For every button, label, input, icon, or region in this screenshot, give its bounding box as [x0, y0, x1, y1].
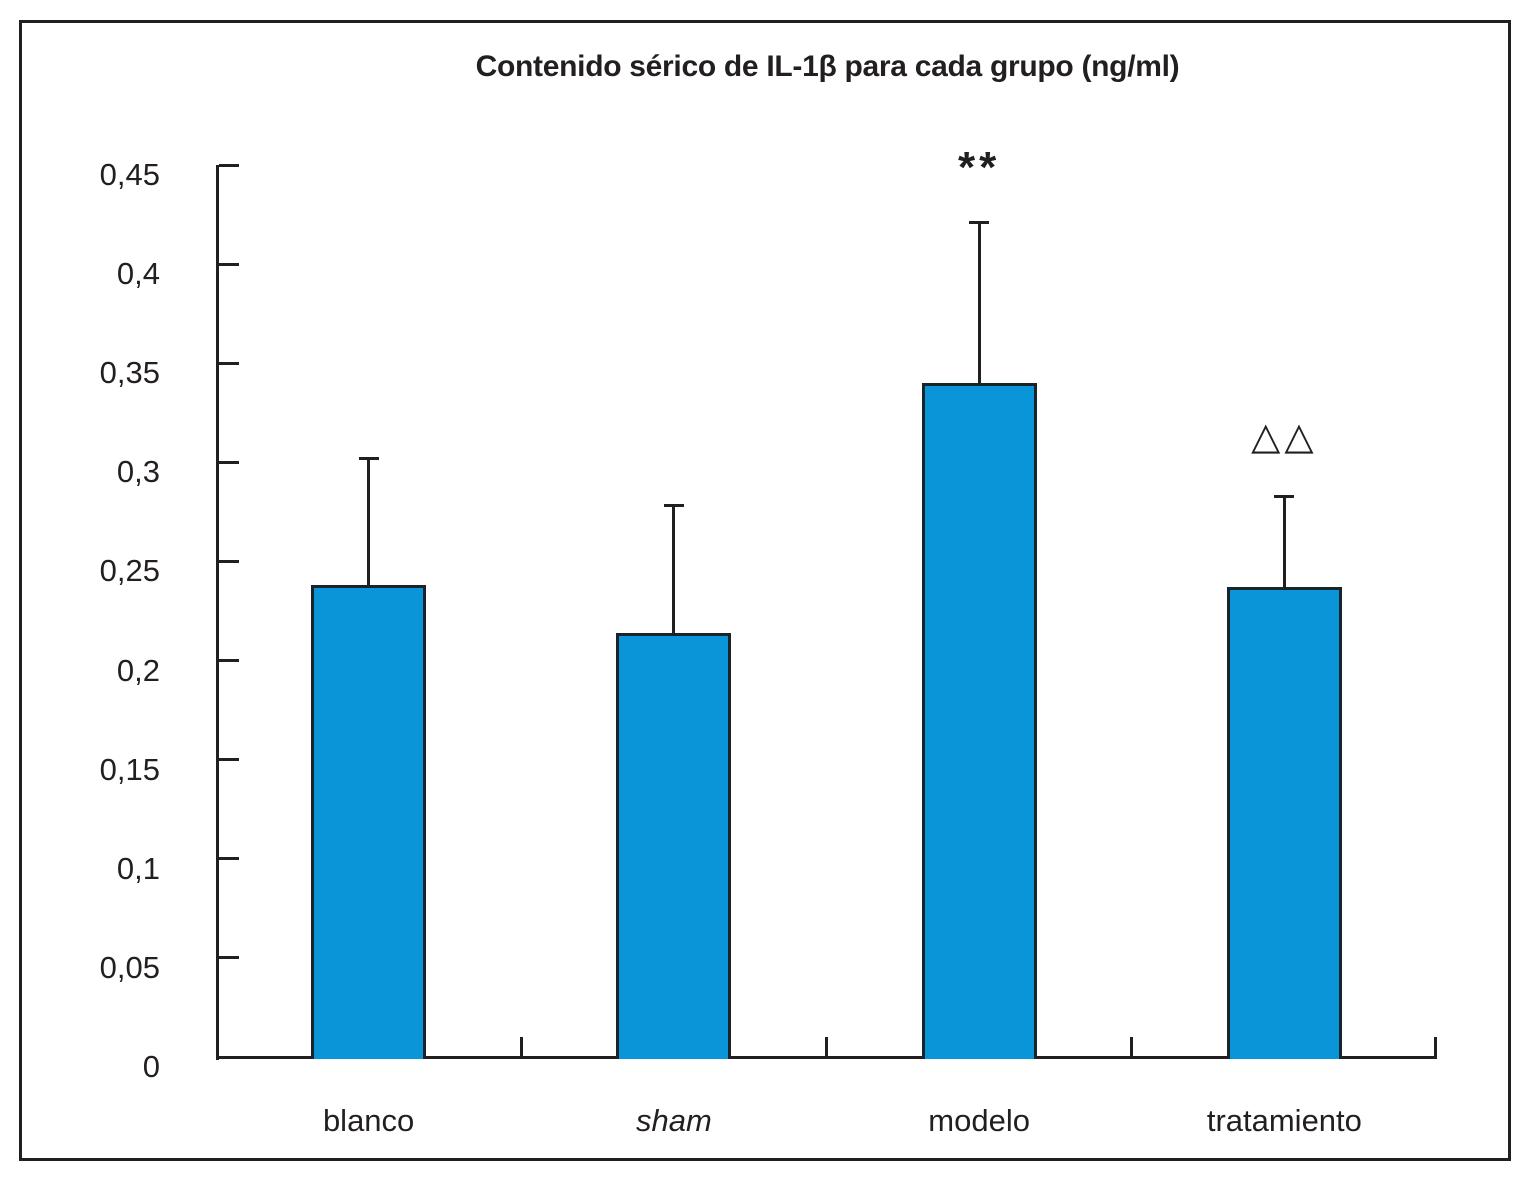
x-tick	[1130, 1037, 1134, 1057]
x-category-label-sham: sham	[635, 1103, 712, 1138]
error-bar-cap-sham	[663, 504, 684, 508]
y-tick-label: 0,45	[99, 157, 160, 192]
y-tick-label: 0,2	[116, 652, 160, 688]
y-tick	[219, 460, 239, 464]
x-category-label-tratamiento: tratamiento	[1206, 1103, 1362, 1138]
y-tick-label: 0,1	[116, 850, 160, 886]
error-bar-cap-blanco	[358, 456, 379, 460]
error-bar-line-tratamiento	[1282, 496, 1286, 588]
bar-modelo	[921, 383, 1037, 1059]
significance-annotation-modelo: **	[958, 143, 1001, 193]
error-bar-line-sham	[672, 505, 676, 633]
error-bar-cap-tratamiento	[1274, 494, 1295, 498]
y-tick	[219, 857, 239, 861]
y-tick-label: 0,4	[116, 256, 160, 292]
bar-blanco	[311, 585, 427, 1059]
y-tick-label: 0,25	[99, 553, 160, 589]
y-tick	[219, 559, 239, 563]
y-tick	[219, 361, 239, 365]
bar-sham	[616, 632, 732, 1059]
y-tick-label: 0,05	[99, 949, 160, 985]
error-bar-line-blanco	[367, 458, 371, 586]
x-axis-line	[216, 1056, 1437, 1059]
x-axis-end-tick	[1434, 1037, 1437, 1057]
chart-title: Contenido sérico de IL-1β para cada grup…	[475, 50, 1180, 83]
figure-border	[19, 20, 1511, 1161]
y-tick-label: 0,15	[99, 751, 160, 787]
y-tick-label: 0,3	[116, 454, 160, 490]
y-tick	[219, 758, 239, 762]
y-tick-label: 0	[142, 1049, 160, 1084]
x-category-label-modelo: modelo	[928, 1103, 1030, 1138]
error-bar-line-modelo	[977, 222, 981, 384]
y-tick	[219, 262, 239, 266]
y-tick	[219, 1055, 239, 1059]
error-bar-cap-modelo	[969, 220, 990, 224]
y-tick	[219, 956, 239, 960]
y-tick	[219, 659, 239, 663]
x-tick	[519, 1037, 523, 1057]
x-category-label-blanco: blanco	[322, 1103, 415, 1138]
bar-tratamiento	[1226, 587, 1342, 1059]
y-tick	[219, 163, 239, 167]
x-tick	[825, 1037, 828, 1057]
significance-annotation-tratamiento: △△	[1251, 416, 1318, 459]
y-tick-label: 0,35	[99, 355, 160, 391]
y-axis-line	[216, 165, 219, 1060]
